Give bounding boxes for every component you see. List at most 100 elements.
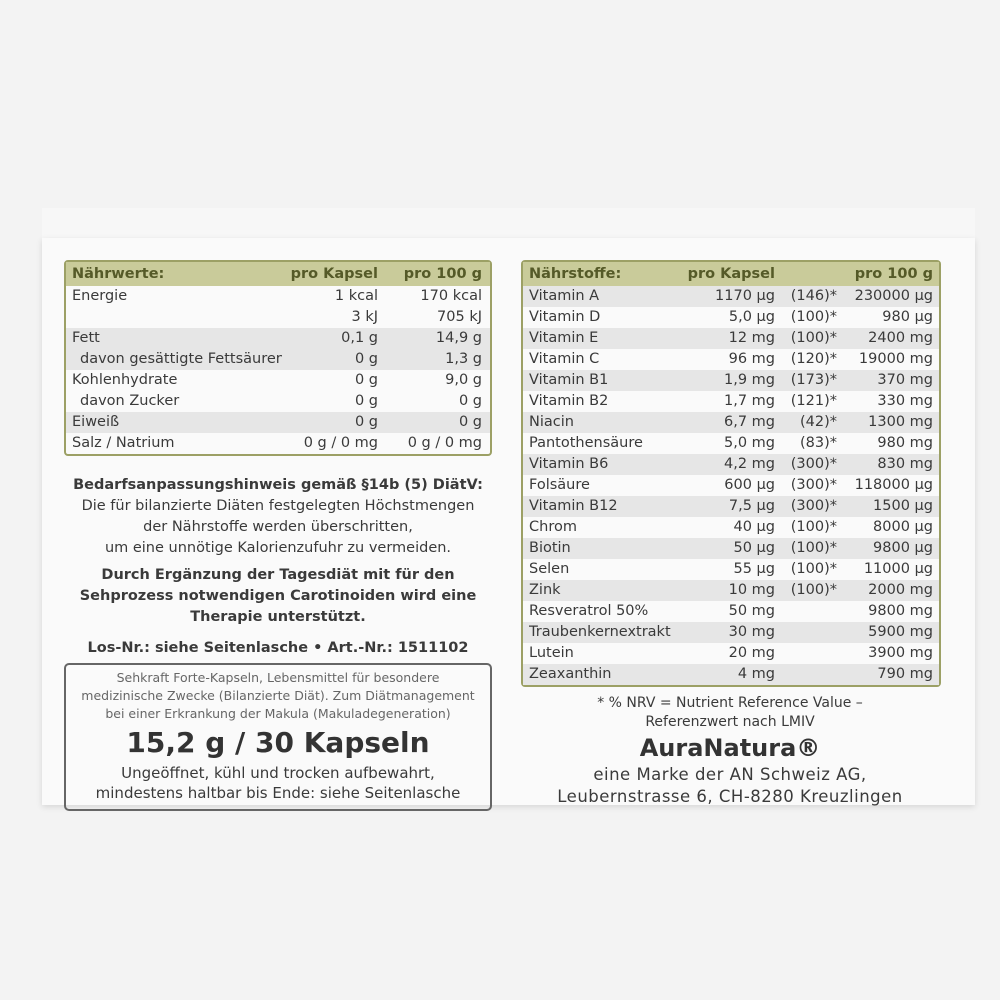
name-cell: Resveratrol 50% bbox=[529, 603, 649, 619]
cell: 14,9 g bbox=[435, 330, 482, 346]
nutrient-row: Vitamin B2 1,7 mg (121)* 330 mg bbox=[523, 391, 939, 412]
right-text: * % NRV = Nutrient Reference Value – Refe… bbox=[521, 694, 939, 808]
nrv-cell: (300)* bbox=[790, 477, 837, 493]
name-cell: Vitamin D bbox=[529, 309, 601, 325]
nutrient-row: Vitamin A 1170 µg (146)* 230000 µg bbox=[523, 286, 939, 307]
nutrient-row: Vitamin B6 4,2 mg (300)* 830 mg bbox=[523, 454, 939, 475]
nutrient-row: Vitamin C 96 mg (120)* 19000 mg bbox=[523, 349, 939, 370]
notice-line: der Nährstoffe werden überschritten, bbox=[143, 519, 413, 535]
value-cell: 96 mg bbox=[728, 351, 775, 367]
nutrient-row: Selen 55 µg (100)* 11000 µg bbox=[523, 559, 939, 580]
value-cell: 40 µg bbox=[733, 519, 776, 535]
value-cell: 1,7 mg bbox=[724, 393, 775, 409]
name-cell: Vitamin B2 bbox=[529, 393, 609, 409]
company-line: eine Marke der AN Schweiz AG, bbox=[593, 765, 867, 784]
header-row: Nährstoffe: pro Kapsel pro 100 g bbox=[523, 262, 939, 286]
value-cell: 4 mg bbox=[737, 666, 775, 682]
value-cell: 9800 mg bbox=[868, 603, 933, 619]
name-cell: Niacin bbox=[529, 414, 574, 430]
header-cell: Nährstoffe: bbox=[529, 266, 622, 282]
product-box: Sehkraft Forte-Kapseln, Lebensmittel für… bbox=[64, 663, 492, 811]
name-cell: Vitamin B6 bbox=[529, 456, 609, 472]
left-text: Bedarfsanpassungshinweis gemäß §14b (5) … bbox=[64, 475, 492, 811]
nutrient-table: Nährstoffe: pro Kapsel pro 100 g Vitamin A 1… bbox=[521, 260, 941, 687]
nrv-cell: (100)* bbox=[790, 330, 837, 346]
name-cell: Vitamin B1 bbox=[529, 372, 609, 388]
value-cell: 830 mg bbox=[877, 456, 933, 472]
nrv-cell: (100)* bbox=[790, 561, 837, 577]
nrv-cell: (100)* bbox=[790, 309, 837, 325]
cell: 0 g bbox=[458, 414, 482, 430]
description-line: bei einer Erkrankung der Makula (Makulad… bbox=[105, 706, 451, 721]
nutrient-row: Vitamin B12 7,5 µg (300)* 1500 µg bbox=[523, 496, 939, 517]
header-row: Nährwerte: pro Kapsel pro 100 g bbox=[66, 262, 490, 286]
nutrient-row: Traubenkernextrakt 30 mg 5900 mg bbox=[523, 622, 939, 643]
value-cell: 8000 µg bbox=[873, 519, 933, 535]
nrv-cell: (173)* bbox=[790, 372, 837, 388]
nutrient-row: Pantothensäure 5,0 mg (83)* 980 mg bbox=[523, 433, 939, 454]
name-cell: Biotin bbox=[529, 540, 571, 556]
nutrition-row: davon gesättigte Fettsäuren 0 g 1,3 g bbox=[66, 349, 490, 370]
nutrition-row: Kohlenhydrate 0 g 9,0 g bbox=[66, 370, 490, 391]
value-cell: 1300 mg bbox=[868, 414, 933, 430]
nutrient-row: Chrom 40 µg (100)* 8000 µg bbox=[523, 517, 939, 538]
cell: 0 g bbox=[458, 393, 482, 409]
value-cell: 980 µg bbox=[882, 309, 933, 325]
cell: 0 g bbox=[354, 414, 378, 430]
brand: AuraNatura® bbox=[639, 734, 821, 762]
name-cell: Chrom bbox=[529, 519, 577, 535]
nrv-cell bbox=[775, 622, 837, 643]
value-cell: 9800 µg bbox=[873, 540, 933, 556]
nrv-cell: (300)* bbox=[790, 498, 837, 514]
name-cell: Vitamin A bbox=[529, 288, 600, 304]
value-cell: 5,0 µg bbox=[728, 309, 775, 325]
name-cell: Folsäure bbox=[529, 477, 590, 493]
name-cell: Vitamin E bbox=[529, 330, 599, 346]
nrv-cell: (83)* bbox=[799, 435, 837, 451]
value-cell: 30 mg bbox=[728, 624, 775, 640]
nutrient-row: Biotin 50 µg (100)* 9800 µg bbox=[523, 538, 939, 559]
nutrient-row: Vitamin E 12 mg (100)* 2400 mg bbox=[523, 328, 939, 349]
cell: 9,0 g bbox=[445, 372, 482, 388]
name-cell: Zeaxanthin bbox=[529, 666, 612, 682]
cell: davon gesättigte Fettsäuren bbox=[80, 351, 282, 367]
nrv-cell: (100)* bbox=[790, 582, 837, 598]
cell: Energie bbox=[72, 288, 128, 304]
value-cell: 2000 mg bbox=[868, 582, 933, 598]
quantity: 15,2 g / 30 Kapseln bbox=[126, 726, 430, 759]
name-cell: Zink bbox=[529, 582, 561, 598]
value-cell: 4,2 mg bbox=[724, 456, 775, 472]
cell: 1,3 g bbox=[445, 351, 482, 367]
nutrition-row: Energie 1 kcal 170 kcal bbox=[66, 286, 490, 307]
nutrient-row: Niacin 6,7 mg (42)* 1300 mg bbox=[523, 412, 939, 433]
nrv-cell: (300)* bbox=[790, 456, 837, 472]
value-cell: 118000 µg bbox=[854, 477, 933, 493]
claim-line: Sehprozess notwendigen Carotinoiden wird… bbox=[79, 588, 477, 604]
header-cell: Nährwerte: bbox=[72, 266, 165, 282]
cell: 3 kJ bbox=[351, 309, 378, 325]
name-cell: Lutein bbox=[529, 645, 574, 661]
value-cell: 1170 µg bbox=[715, 288, 775, 304]
value-cell: 1,9 mg bbox=[724, 372, 775, 388]
nutrient-row: Folsäure 600 µg (300)* 118000 µg bbox=[523, 475, 939, 496]
header-cell: pro Kapsel bbox=[687, 266, 775, 282]
name-cell: Pantothensäure bbox=[529, 435, 643, 451]
description-line: Sehkraft Forte-Kapseln, Lebensmittel für… bbox=[116, 670, 440, 685]
nrv-cell bbox=[775, 643, 837, 664]
value-cell: 230000 µg bbox=[854, 288, 933, 304]
value-cell: 2400 mg bbox=[868, 330, 933, 346]
nrv-cell: (120)* bbox=[790, 351, 837, 367]
cell: 1 kcal bbox=[334, 288, 378, 304]
value-cell: 790 mg bbox=[877, 666, 933, 682]
header-cell: pro Kapsel bbox=[290, 266, 378, 282]
footnote-line: * % NRV = Nutrient Reference Value – bbox=[597, 695, 863, 711]
value-cell: 55 µg bbox=[733, 561, 776, 577]
description-line: medizinische Zwecke (Bilanzierte Diät). … bbox=[81, 688, 475, 703]
cell: 0 g / 0 mg bbox=[303, 435, 378, 451]
nutrient-row: Vitamin B1 1,9 mg (173)* 370 mg bbox=[523, 370, 939, 391]
value-cell: 330 mg bbox=[877, 393, 933, 409]
nutrient-row: Vitamin D 5,0 µg (100)* 980 µg bbox=[523, 307, 939, 328]
value-cell: 20 mg bbox=[728, 645, 775, 661]
value-cell: 370 mg bbox=[877, 372, 933, 388]
value-cell: 980 mg bbox=[877, 435, 933, 451]
